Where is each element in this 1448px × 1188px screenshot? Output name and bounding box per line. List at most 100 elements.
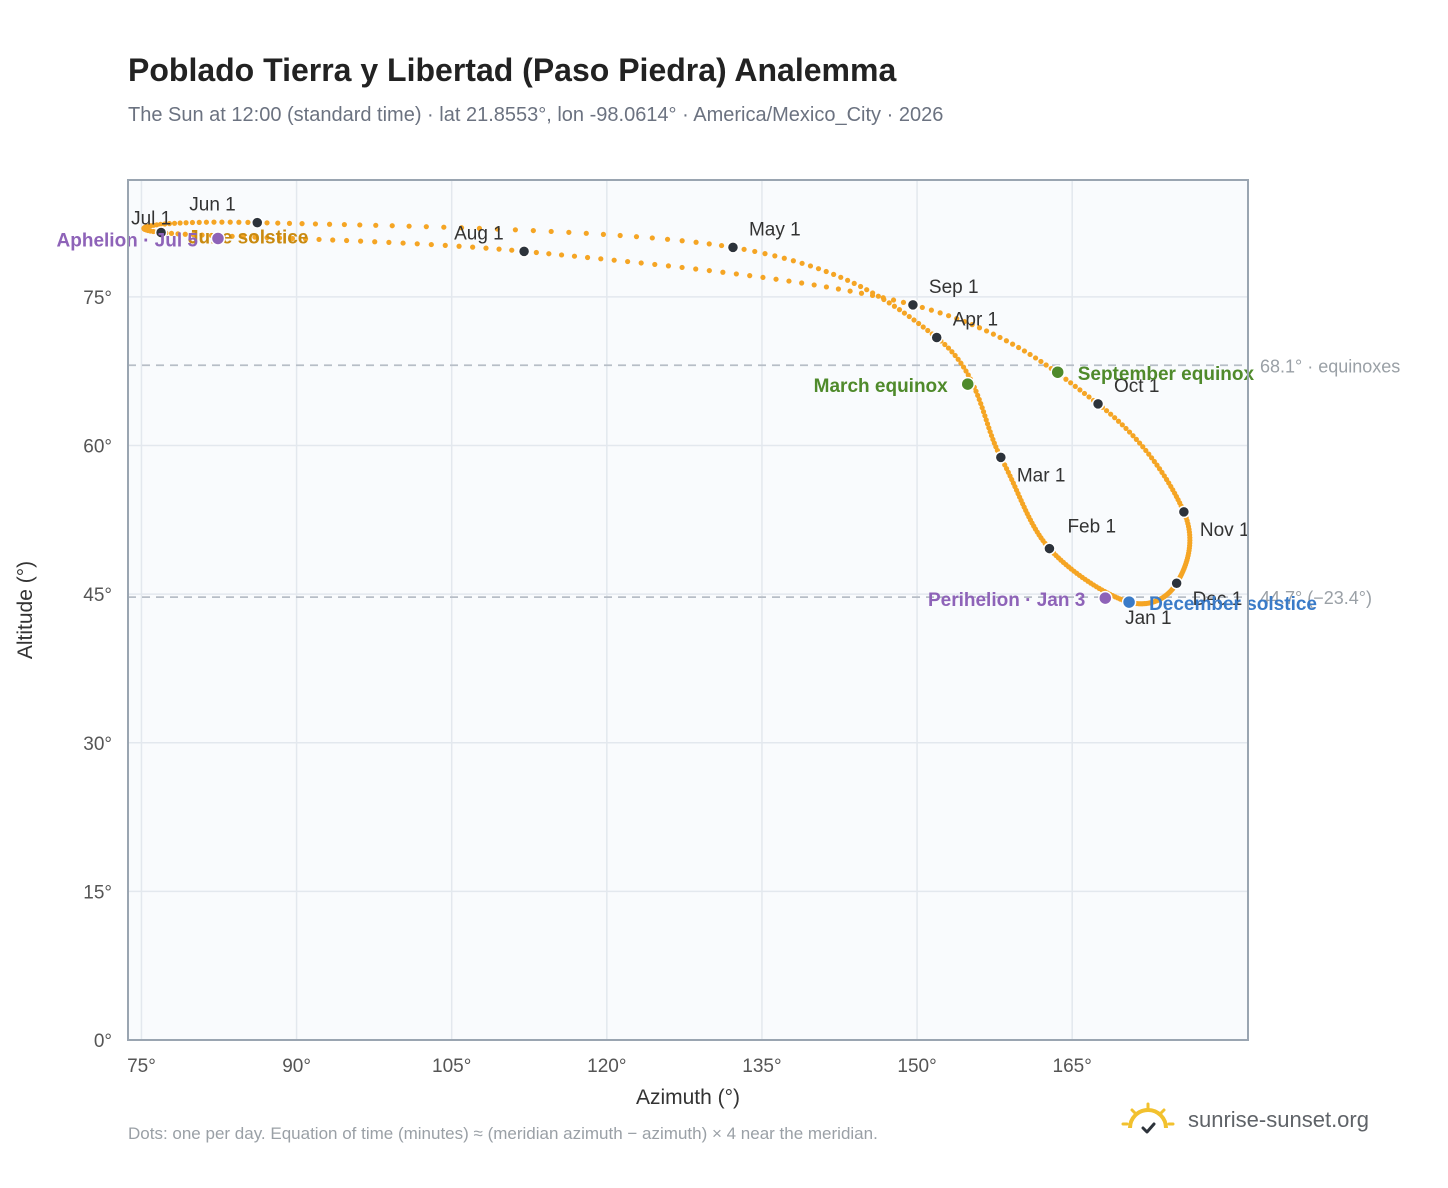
day-dot (790, 258, 796, 264)
day-dot (976, 396, 982, 403)
month-marker (1091, 397, 1105, 411)
day-dot (718, 242, 725, 249)
day-dot (1081, 390, 1088, 397)
plot-background (128, 180, 1248, 1040)
day-dot (978, 400, 984, 407)
month-marker (930, 331, 943, 344)
day-dot (693, 266, 699, 272)
day-dot (600, 231, 607, 237)
day-dot (229, 233, 235, 239)
month-label: Nov 1 (1200, 520, 1250, 541)
day-dot (706, 267, 712, 274)
day-dot (945, 345, 952, 351)
day-dot (583, 230, 589, 236)
day-dot (1137, 440, 1143, 446)
month-label: Oct 1 (1114, 376, 1159, 397)
day-dot (227, 219, 233, 225)
day-dot (494, 226, 500, 232)
day-dot (963, 368, 969, 374)
day-dot (166, 221, 173, 227)
day-dot (679, 264, 685, 271)
y-tick-label: 15° (83, 882, 112, 903)
event-label: Perihelion · Jan 3 (928, 590, 1085, 611)
day-dot (741, 246, 747, 252)
day-dot (389, 223, 395, 229)
x-axis-label: Azimuth (°) (636, 1086, 740, 1109)
day-dot (772, 253, 778, 259)
day-dot (428, 241, 434, 248)
month-label: Sep 1 (929, 277, 979, 298)
day-dot (171, 220, 178, 226)
day-dot (823, 284, 830, 290)
day-dot (975, 392, 981, 398)
month-marker (994, 451, 1008, 464)
day-dot (720, 269, 726, 275)
day-dot (177, 220, 183, 226)
day-dot (693, 239, 699, 245)
day-dot (920, 324, 926, 330)
day-dot (997, 334, 1003, 341)
day-dot (182, 231, 188, 237)
day-dot (566, 229, 572, 235)
day-dot (858, 290, 865, 296)
day-dot (211, 219, 217, 225)
day-dot (747, 273, 753, 279)
y-tick-label: 60° (83, 437, 112, 458)
day-dot (890, 297, 897, 303)
day-dot (406, 223, 412, 229)
day-dot (190, 232, 196, 238)
day-dot (236, 219, 242, 225)
day-dot (558, 252, 565, 258)
reference-lines: 68.1° · equinoxes 44.7° (−23.4°) (128, 356, 1400, 608)
day-dot (955, 356, 961, 362)
day-dot (275, 220, 281, 226)
event-marker (960, 376, 975, 392)
month-marker (1043, 542, 1056, 555)
day-dot (546, 251, 552, 257)
day-dot (286, 220, 293, 226)
event-marker (1050, 364, 1065, 380)
month-label: Apr 1 (953, 310, 998, 331)
event-label: June solstice (188, 227, 308, 248)
day-dot (638, 260, 644, 266)
month-marker (251, 216, 264, 229)
day-dot (799, 280, 805, 286)
day-dot (1068, 380, 1074, 386)
day-dot (530, 227, 536, 234)
day-dot (175, 231, 181, 237)
month-marker (517, 245, 531, 258)
day-dot (1140, 444, 1146, 450)
brand-name: sunrise-sunset.org (1188, 1107, 1369, 1132)
day-dot (400, 240, 406, 246)
day-dot (219, 219, 225, 225)
x-tick-label: 135° (742, 1056, 781, 1077)
x-tick-label: 165° (1053, 1056, 1092, 1077)
brand[interactable]: sunrise-sunset.org (1120, 1102, 1369, 1138)
day-dot (358, 238, 364, 244)
day-dot (264, 220, 270, 226)
month-label: Aug 1 (454, 223, 504, 244)
day-dot (942, 341, 948, 348)
day-dot (786, 278, 792, 284)
page-title: Poblado Tierra y Libertad (Paso Piedra) … (128, 52, 897, 88)
day-dot (983, 328, 990, 334)
day-dot (476, 225, 483, 232)
day-dot (880, 295, 886, 301)
day-dot (857, 283, 864, 290)
day-dot (1108, 411, 1114, 417)
month-marker (154, 226, 168, 239)
x-axis-ticks: 75° 90° 105° 120° 135° 150° 165° (127, 1056, 1092, 1077)
month-label: Feb 1 (1067, 517, 1116, 538)
day-dot (1043, 362, 1049, 368)
day-dot (781, 255, 787, 261)
month-marker (1177, 505, 1191, 519)
footnote: Dots: one per day. Equation of time (min… (128, 1124, 878, 1143)
day-dot (875, 293, 881, 299)
day-dot (982, 413, 988, 419)
day-dot (679, 238, 685, 244)
day-dot (958, 360, 964, 366)
month-markers: Jan 1 Feb 1 Mar 1 Apr 1 May 1 Jun 1 Jul 1 Aug 1… (131, 195, 1249, 629)
day-dot (891, 303, 898, 309)
day-dot (316, 236, 322, 243)
